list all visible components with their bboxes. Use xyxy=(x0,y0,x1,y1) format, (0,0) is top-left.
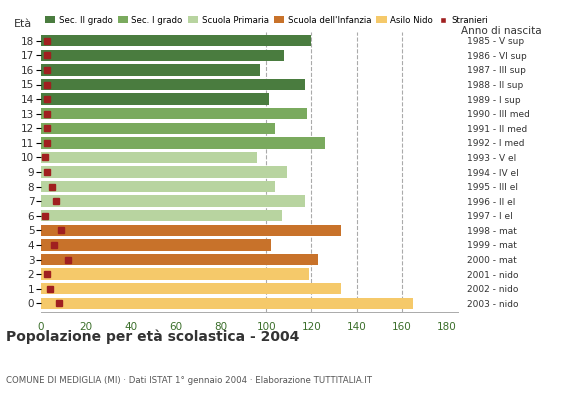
Bar xyxy=(41,283,341,294)
Bar xyxy=(41,108,307,119)
Text: Popolazione per età scolastica - 2004: Popolazione per età scolastica - 2004 xyxy=(6,330,299,344)
Bar xyxy=(41,137,325,148)
Bar xyxy=(41,122,276,134)
Text: Età: Età xyxy=(13,19,32,29)
Bar xyxy=(41,210,282,222)
Bar xyxy=(41,268,309,280)
Bar xyxy=(41,298,413,309)
Bar xyxy=(41,239,271,251)
Text: Anno di nascita: Anno di nascita xyxy=(461,26,542,36)
Bar xyxy=(41,166,287,178)
Bar xyxy=(41,225,341,236)
Bar xyxy=(41,152,258,163)
Bar xyxy=(41,50,284,61)
Bar xyxy=(41,196,305,207)
Bar xyxy=(41,64,260,76)
Bar xyxy=(41,254,318,265)
Bar xyxy=(41,35,311,46)
Text: COMUNE DI MEDIGLIA (MI) · Dati ISTAT 1° gennaio 2004 · Elaborazione TUTTITALIA.I: COMUNE DI MEDIGLIA (MI) · Dati ISTAT 1° … xyxy=(6,376,372,385)
Bar xyxy=(41,93,269,105)
Bar xyxy=(41,181,276,192)
Legend: Sec. II grado, Sec. I grado, Scuola Primaria, Scuola dell'Infanzia, Asilo Nido, : Sec. II grado, Sec. I grado, Scuola Prim… xyxy=(45,16,488,25)
Bar xyxy=(41,79,305,90)
